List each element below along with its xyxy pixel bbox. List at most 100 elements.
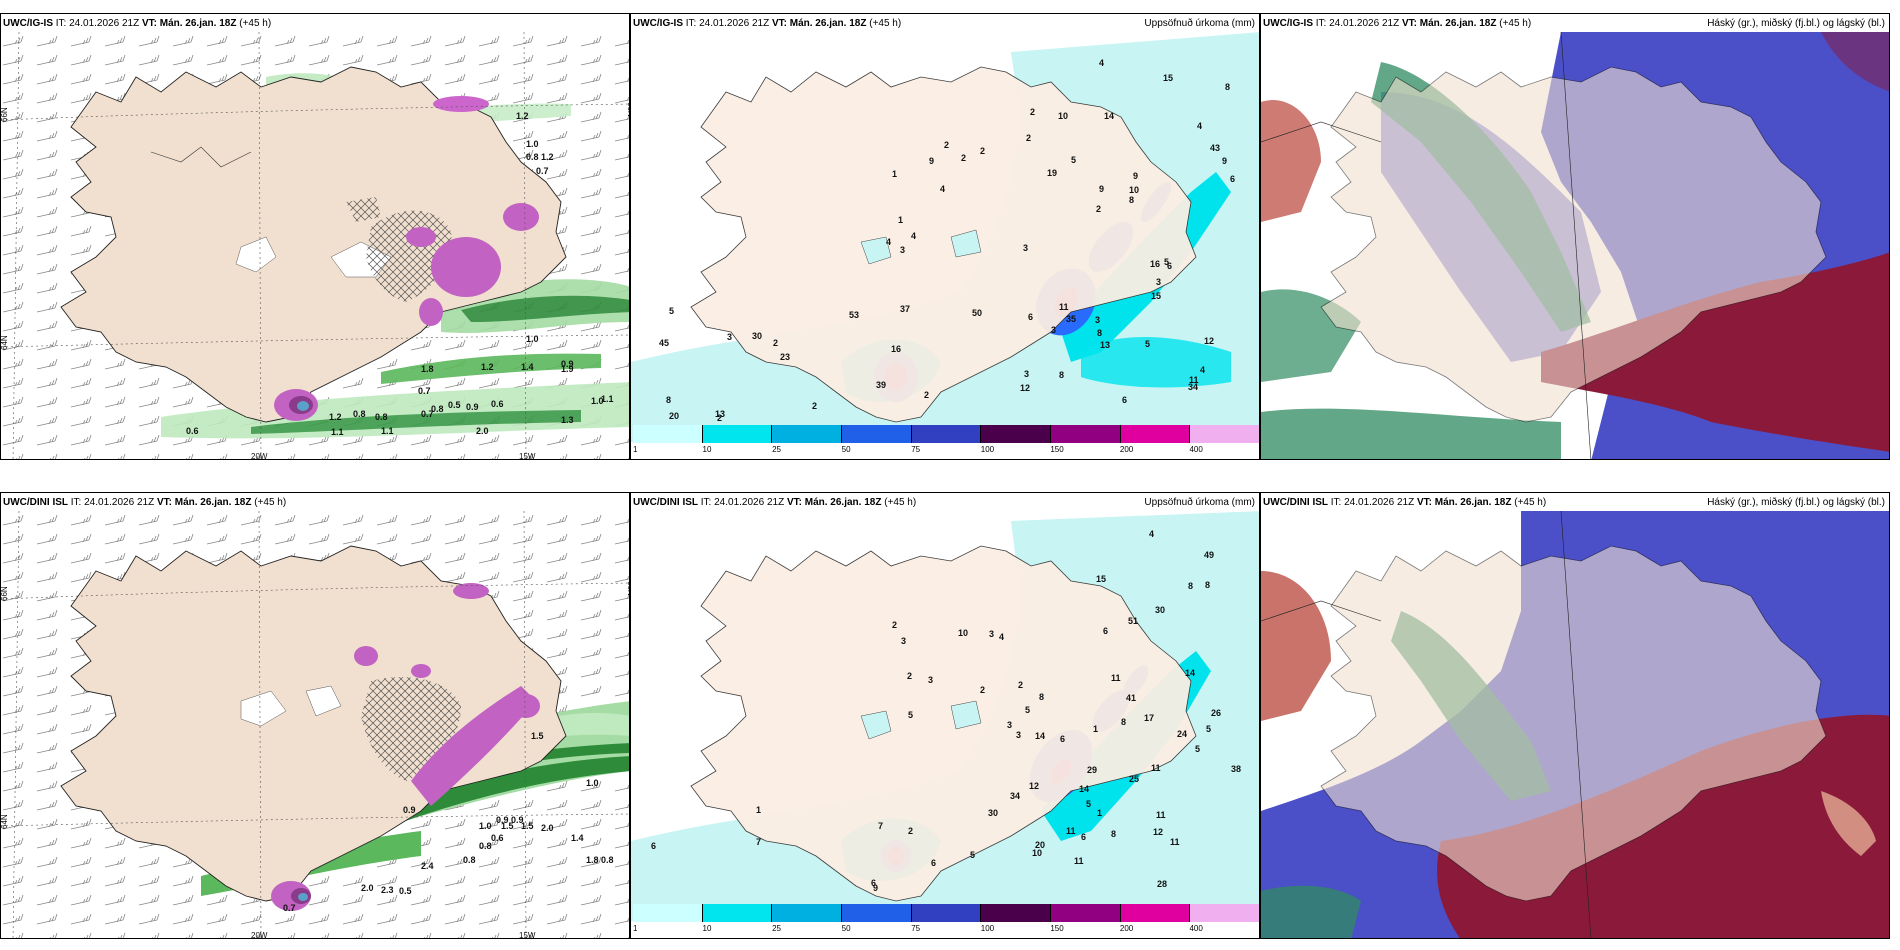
colorbar-ticks: 1 10 25 50 75 100 150 200 400 (633, 924, 1259, 934)
svg-text:0.8: 0.8 (431, 404, 444, 414)
svg-text:2.0: 2.0 (541, 823, 554, 833)
colorbar-tick-label: 25 (772, 924, 782, 933)
panel-precip-bottom: UWC/DINI ISL IT: 24.01.2026 21Z VT: Mán.… (630, 492, 1260, 939)
svg-text:1.5: 1.5 (521, 821, 534, 831)
precip-value: 5 (1071, 155, 1076, 165)
lat-label-66n-right: 66N (626, 581, 630, 596)
precip-value: 9 (1222, 156, 1227, 166)
colorbar-tick-label: 100 (980, 445, 995, 454)
svg-text:2.0: 2.0 (361, 883, 374, 893)
precip-value: 1 (756, 805, 761, 815)
svg-text:1.8: 1.8 (421, 364, 434, 374)
precip-value: 5 (1164, 257, 1169, 267)
svg-text:1.2: 1.2 (329, 412, 342, 422)
colorbar (633, 904, 1259, 922)
colorbar (633, 425, 1259, 443)
precip-value: 2 (961, 153, 966, 163)
lat-label-66n: 66N (1, 586, 9, 601)
lat-label-66n: 66N (1, 107, 9, 122)
precip-value: 41 (1126, 693, 1136, 703)
precip-value: 2 (908, 826, 913, 836)
svg-text:0.5: 0.5 (448, 400, 461, 410)
wind-speed-labels: 0.6 0.7 1.0 0.8 1.1 0.9 1.2 0.7 0.8 0.5 … (186, 111, 614, 437)
panel-precip-top: UWC/IG-IS IT: 24.01.2026 21Z VT: Mán. 26… (630, 13, 1260, 460)
svg-text:0.7: 0.7 (421, 409, 434, 419)
precip-value: 2 (1018, 680, 1023, 690)
lat-label-66n-right: 66N (626, 102, 630, 117)
precip-value: 11 (1170, 837, 1180, 847)
svg-text:0.5: 0.5 (399, 886, 412, 896)
precip-value: 6 (931, 858, 936, 868)
precip-value: 5 (669, 306, 674, 316)
precip-value: 1 (898, 215, 903, 225)
precip-value: 2 (980, 146, 985, 156)
precip-value: 12 (1029, 781, 1039, 791)
precip-value: 2 (1030, 107, 1035, 117)
precip-value: 8 (1039, 692, 1044, 702)
precip-value: 3 (901, 636, 906, 646)
colorbar-swatch (1120, 904, 1191, 922)
precip-value: 6 (1103, 626, 1108, 636)
precip-value: 2 (773, 338, 778, 348)
precip-value: 7 (756, 837, 761, 847)
precip-value: 30 (1155, 605, 1165, 615)
precip-value: 4 (1099, 58, 1104, 68)
svg-text:0.6: 0.6 (491, 399, 504, 409)
svg-text:0.8: 0.8 (463, 855, 476, 865)
precip-value: 5 (1206, 724, 1211, 734)
colorbar-swatch (1190, 904, 1259, 922)
precip-value: 1 (1093, 724, 1098, 734)
precip-value: 20 (669, 411, 679, 421)
cloud-map (1261, 32, 1889, 459)
precip-magenta (274, 96, 539, 421)
svg-text:2.4: 2.4 (421, 861, 434, 871)
precip-value: 6 (1122, 395, 1127, 405)
svg-text:1.8: 1.8 (586, 855, 599, 865)
precip-value: 6 (1167, 261, 1172, 271)
precip-value: 15 (1096, 574, 1106, 584)
precip-value: 8 (1205, 580, 1210, 590)
precip-value: 15 (1163, 73, 1173, 83)
precip-value: 2 (924, 390, 929, 400)
precip-value: 6 (1230, 174, 1235, 184)
precip-value: 3 (900, 245, 905, 255)
colorbar-swatch (1051, 904, 1121, 922)
colorbar-swatch (772, 425, 843, 443)
colorbar-swatch (1120, 425, 1191, 443)
panel-header: UWC/IG-IS IT: 24.01.2026 21Z VT: Mán. 26… (1263, 18, 1885, 29)
colorbar-tick-label: 50 (841, 445, 851, 454)
precip-value: 5 (970, 850, 975, 860)
panel-wind-top: UWC/IG-IS IT: 24.01.2026 21Z VT: Mán. 26… (0, 13, 630, 460)
lon-label-15w: 15W (519, 931, 536, 939)
precip-value: 5 (1025, 705, 1030, 715)
precip-value: 49 (1204, 550, 1214, 560)
precip-value: 10 (1129, 185, 1139, 195)
precip-value: 4 (886, 237, 891, 247)
precip-value: 35 (1066, 314, 1076, 324)
precip-map: 3124232219441496246164328910151111125651… (631, 32, 1259, 442)
precip-value: 30 (988, 808, 998, 818)
colorbar-tick-label: 50 (841, 924, 851, 933)
precip-value: 6 (1028, 312, 1033, 322)
precip-value: 5 (1086, 799, 1091, 809)
precip-value: 19 (1047, 168, 1057, 178)
svg-text:1.1: 1.1 (331, 427, 344, 437)
precip-value: 3 (1024, 369, 1029, 379)
iceland-land (1320, 545, 1827, 902)
colorbar-swatch (702, 904, 773, 922)
precip-value: 3 (1023, 243, 1028, 253)
colorbar-tick-label: 200 (1119, 924, 1134, 933)
colorbar-tick-label: 75 (911, 445, 921, 454)
colorbar-swatch (1190, 425, 1259, 443)
precip-value: 29 (1087, 765, 1097, 775)
precip-value: 10 (1032, 848, 1042, 858)
precip-value: 3 (727, 332, 732, 342)
colorbar-ticks: 1 10 25 50 75 100 150 200 400 (633, 445, 1259, 455)
precip-value: 6 (1081, 832, 1086, 842)
colorbar-tick-label: 150 (1050, 445, 1064, 454)
precip-value: 2 (892, 620, 897, 630)
panel-header: UWC/IG-IS IT: 24.01.2026 21Z VT: Mán. 26… (3, 18, 272, 29)
panel-clouds-top: UWC/IG-IS IT: 24.01.2026 21Z VT: Mán. 26… (1260, 13, 1890, 460)
iceland-land (690, 545, 1197, 902)
